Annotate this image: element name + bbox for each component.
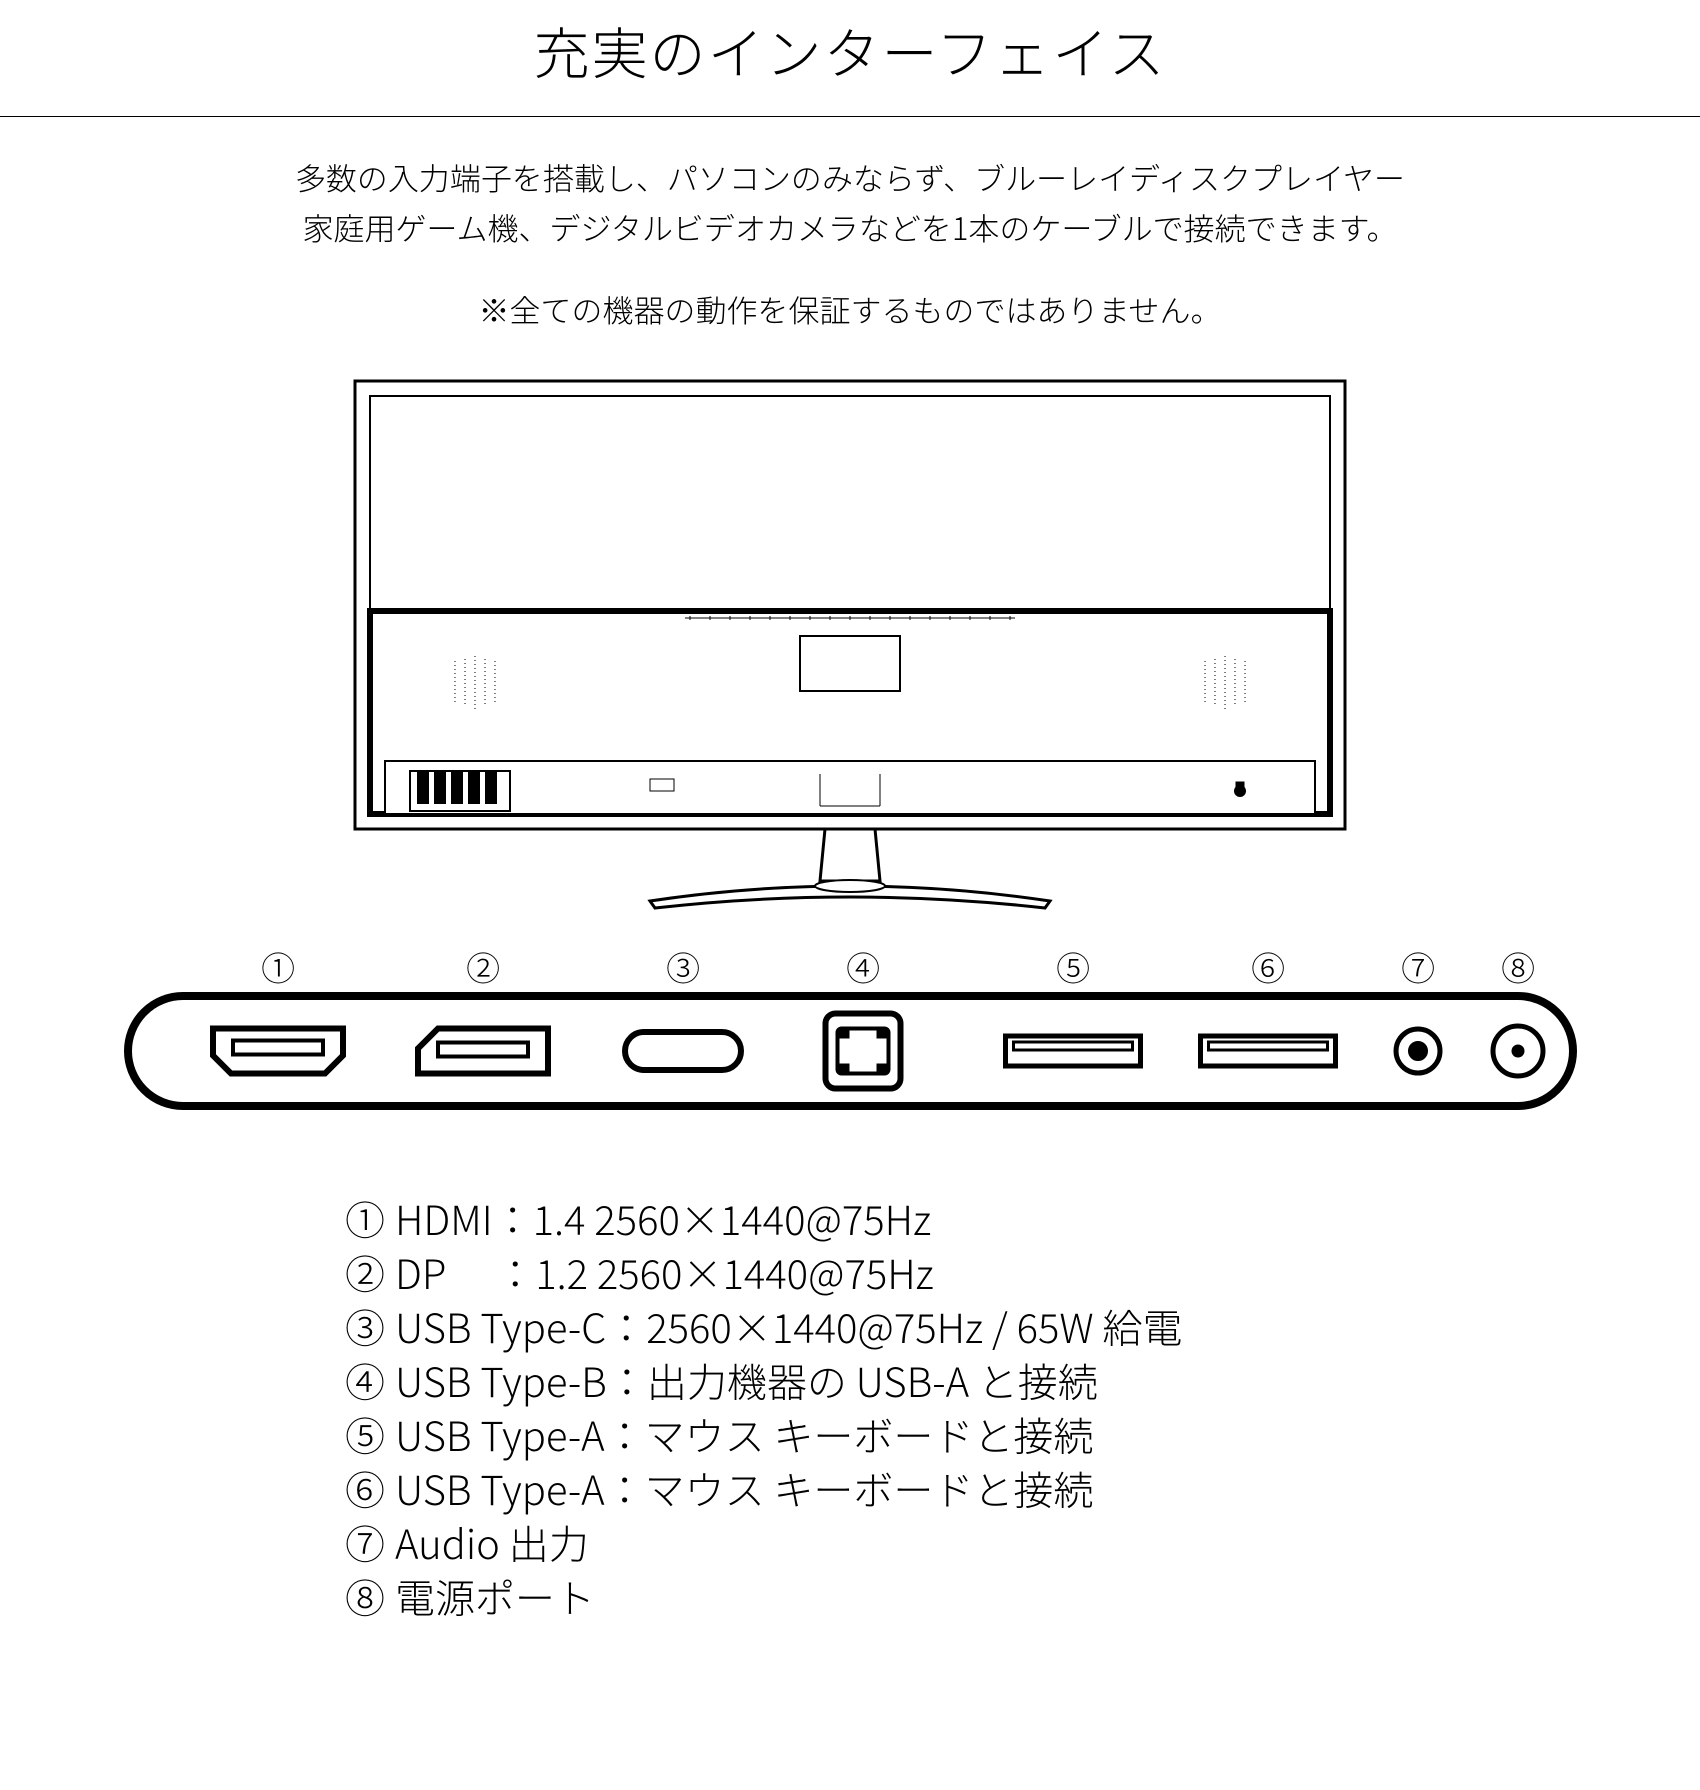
port-number-⑤: ⑤ — [1056, 946, 1090, 991]
legend-number: ⑥ — [345, 1461, 385, 1515]
port-number-⑧: ⑧ — [1501, 946, 1535, 991]
title-section: 充実のインターフェイス — [0, 0, 1700, 117]
port-number-⑦: ⑦ — [1401, 946, 1435, 991]
legend-number: ⑤ — [345, 1407, 385, 1461]
description-line1: 多数の入力端子を搭載し、パソコンのみならず、ブルーレイディスクプレイヤー — [0, 152, 1700, 202]
legend-number: ⑧ — [345, 1569, 385, 1623]
legend-number: ② — [345, 1245, 385, 1299]
legend-item: ③USB Type-C：2560×1440@75Hz / 65W 給電 — [345, 1299, 1365, 1353]
port-number-③: ③ — [666, 946, 700, 991]
legend-item: ⑧電源ポート — [345, 1569, 1365, 1623]
legend-item: ⑥USB Type-A：マウス キーボードと接続 — [345, 1461, 1365, 1515]
legend-number: ① — [345, 1191, 385, 1245]
legend-item: ④USB Type-B：出力機器の USB-A と接続 — [345, 1353, 1365, 1407]
legend-list: ①HDMI：1.4 2560×1440@75Hz②DP ：1.2 2560×14… — [335, 1191, 1365, 1623]
legend-item: ②DP ：1.2 2560×1440@75Hz — [345, 1245, 1365, 1299]
legend-text: DP ：1.2 2560×1440@75Hz — [395, 1245, 934, 1299]
legend-number: ④ — [345, 1353, 385, 1407]
legend-text: 電源ポート — [395, 1569, 595, 1623]
disclaimer-text: ※全ての機器の動作を保証するものではありません。 — [0, 286, 1700, 331]
port-number-①: ① — [261, 946, 295, 991]
description-line2: 家庭用ゲーム機、デジタルビデオカメラなどを1本のケーブルで接続できます。 — [0, 202, 1700, 252]
legend-item: ⑦Audio 出力 — [345, 1515, 1365, 1569]
legend-text: USB Type-B：出力機器の USB-A と接続 — [395, 1353, 1098, 1407]
legend-text: HDMI：1.4 2560×1440@75Hz — [395, 1191, 931, 1245]
legend-item: ⑤USB Type-A：マウス キーボードと接続 — [345, 1407, 1365, 1461]
legend-text: USB Type-A：マウス キーボードと接続 — [395, 1461, 1094, 1515]
description-block: 多数の入力端子を搭載し、パソコンのみならず、ブルーレイディスクプレイヤー 家庭用… — [0, 152, 1700, 251]
port-number-②: ② — [466, 946, 500, 991]
legend-text: USB Type-C：2560×1440@75Hz / 65W 給電 — [395, 1299, 1183, 1353]
legend-text: Audio 出力 — [395, 1515, 589, 1569]
monitor-rear-diagram — [350, 376, 1350, 911]
legend-number: ⑦ — [345, 1515, 385, 1569]
legend-item: ①HDMI：1.4 2560×1440@75Hz — [345, 1191, 1365, 1245]
legend-number: ③ — [345, 1299, 385, 1353]
page-title: 充実のインターフェイス — [0, 10, 1700, 91]
port-number-⑥: ⑥ — [1251, 946, 1285, 991]
port-number-④: ④ — [846, 946, 880, 991]
legend-text: USB Type-A：マウス キーボードと接続 — [395, 1407, 1094, 1461]
port-panel-diagram: ① ② ③ ④ ⑤ ⑥ ⑦ ⑧ — [123, 946, 1578, 1136]
